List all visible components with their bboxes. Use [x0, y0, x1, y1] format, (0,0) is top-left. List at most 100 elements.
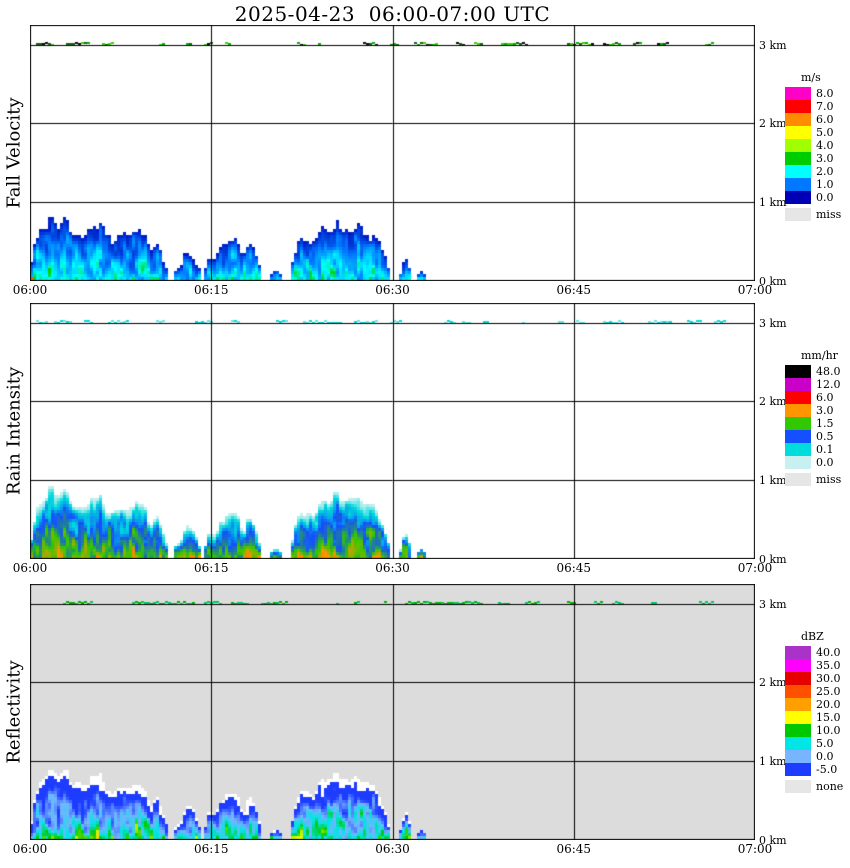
- legend-value-label: 20.0: [816, 698, 841, 711]
- legend-color-swatch: [785, 473, 811, 486]
- height-tick-label: 0 km: [759, 275, 787, 288]
- legend-value-label: miss: [816, 473, 842, 486]
- legend-color-swatch: [785, 443, 811, 456]
- legend-color-swatch: [785, 659, 811, 672]
- legend-value-label: 7.0: [816, 100, 834, 113]
- legend-colorbar: 40.0 35.0 30.0 25.0 20.0 15.0 10.0 5.0 0.0 -5.0 no…: [785, 646, 843, 793]
- legend-value-label: 3.0: [816, 152, 834, 165]
- legend-row: 0.1: [785, 443, 841, 456]
- x-tick-label: 06:45: [556, 842, 592, 856]
- legend-row: 0.0: [785, 750, 843, 763]
- legend-row: 1.0: [785, 178, 841, 191]
- legend-unit-label: dBZ: [801, 630, 824, 643]
- legend-row: 0.0: [785, 456, 841, 469]
- legend-row: miss: [785, 473, 841, 486]
- chart-title: 2025-04-23 06:00-07:00 UTC: [234, 2, 551, 26]
- legend-color-swatch: [785, 672, 811, 685]
- legend-value-label: 3.0: [816, 404, 834, 417]
- height-tick-label: 1 km: [759, 474, 787, 488]
- legend-value-label: 5.0: [816, 737, 834, 750]
- legend-value-label: 0.0: [816, 456, 834, 469]
- x-tick-label: 06:15: [193, 283, 229, 297]
- legend-value-label: 6.0: [816, 113, 834, 126]
- legend-value-label: 35.0: [816, 659, 841, 672]
- legend-color-swatch: [785, 404, 811, 417]
- legend-row: 4.0: [785, 139, 841, 152]
- legend-row: 40.0: [785, 646, 843, 659]
- legend-value-label: 0.0: [816, 191, 834, 204]
- legend-row: 6.0: [785, 113, 841, 126]
- legend-rain-intensity: mm/hr 48.0 12.0 6.0 3.0 1.5 0.5 0.1 0.0 miss: [785, 349, 841, 486]
- legend-row: 30.0: [785, 672, 843, 685]
- legend-value-label: none: [816, 780, 844, 793]
- legend-value-label: 4.0: [816, 139, 834, 152]
- legend-value-label: 8.0: [816, 87, 834, 100]
- legend-value-label: 48.0: [816, 365, 841, 378]
- legend-color-swatch: [785, 456, 811, 469]
- legend-color-swatch: [785, 378, 811, 391]
- legend-color-swatch: [785, 139, 811, 152]
- legend-color-swatch: [785, 208, 811, 221]
- legend-color-swatch: [785, 698, 811, 711]
- legend-row: 1.5: [785, 417, 841, 430]
- legend-value-label: 1.5: [816, 417, 834, 430]
- legend-row: 48.0: [785, 365, 841, 378]
- legend-row: 10.0: [785, 724, 843, 737]
- legend-color-swatch: [785, 113, 811, 126]
- legend-row: 15.0: [785, 711, 843, 724]
- legend-colorbar: 8.0 7.0 6.0 5.0 4.0 3.0 2.0 1.0 0.0 miss: [785, 87, 841, 221]
- legend-reflectivity: dBZ 40.0 35.0 30.0 25.0 20.0 15.0 10.0 5.0 0.0 -5…: [785, 630, 843, 793]
- legend-row: 12.0: [785, 378, 841, 391]
- legend-color-swatch: [785, 685, 811, 698]
- height-tick-label: 0 km: [759, 834, 787, 847]
- legend-value-label: 0.0: [816, 750, 834, 763]
- legend-value-label: miss: [816, 208, 842, 221]
- legend-color-swatch: [785, 191, 811, 204]
- legend-color-swatch: [785, 87, 811, 100]
- legend-row: 3.0: [785, 152, 841, 165]
- height-tick-label: 1 km: [759, 755, 787, 769]
- legend-value-label: 0.5: [816, 430, 834, 443]
- legend-color-swatch: [785, 763, 811, 776]
- legend-color-swatch: [785, 126, 811, 139]
- legend-unit-label: m/s: [801, 71, 821, 84]
- legend-color-swatch: [785, 737, 811, 750]
- x-tick-label: 06:15: [193, 842, 229, 856]
- legend-row: none: [785, 780, 843, 793]
- legend-color-swatch: [785, 711, 811, 724]
- x-tick-label: 06:30: [375, 561, 410, 575]
- x-tick-label: 06:00: [12, 283, 48, 297]
- height-tick-label: 0 km: [759, 553, 787, 566]
- legend-value-label: 30.0: [816, 672, 841, 685]
- height-tick-label: 2 km: [759, 395, 787, 409]
- legend-value-label: 1.0: [816, 178, 834, 191]
- y-axis-label-fall-velocity: Fall Velocity: [3, 97, 25, 209]
- x-tick-label: 06:30: [375, 283, 410, 297]
- x-tick-label: 06:45: [556, 561, 592, 575]
- rain-intensity-plot: [30, 303, 755, 559]
- legend-value-label: 15.0: [816, 711, 841, 724]
- legend-row: 5.0: [785, 737, 843, 750]
- legend-row: 7.0: [785, 100, 841, 113]
- legend-value-label: 12.0: [816, 378, 841, 391]
- height-tick-label: 2 km: [759, 117, 787, 131]
- legend-row: 20.0: [785, 698, 843, 711]
- x-tick-label: 07:00: [737, 283, 773, 297]
- x-tick-label: 06:00: [12, 842, 48, 856]
- height-tick-label: 3 km: [759, 38, 787, 52]
- legend-value-label: 25.0: [816, 685, 841, 698]
- legend-value-label: -5.0: [816, 763, 838, 776]
- legend-color-swatch: [785, 152, 811, 165]
- fall-velocity-plot: [30, 25, 755, 281]
- legend-color-swatch: [785, 417, 811, 430]
- legend-value-label: 10.0: [816, 724, 841, 737]
- legend-row: 8.0: [785, 87, 841, 100]
- panel-reflectivity: Reflectivity 06:00 06:15 06:30 06:45 07:00 0…: [0, 584, 850, 864]
- x-tick-label: 07:00: [737, 842, 773, 856]
- legend-row: 3.0: [785, 404, 841, 417]
- legend-colorbar: 48.0 12.0 6.0 3.0 1.5 0.5 0.1 0.0 miss: [785, 365, 841, 486]
- panel-rain-intensity: Rain Intensity 06:00 06:15 06:30 06:45 07:00…: [0, 303, 850, 583]
- height-tick-label: 3 km: [759, 316, 787, 330]
- x-tick-label: 07:00: [737, 561, 773, 575]
- legend-row: miss: [785, 208, 841, 221]
